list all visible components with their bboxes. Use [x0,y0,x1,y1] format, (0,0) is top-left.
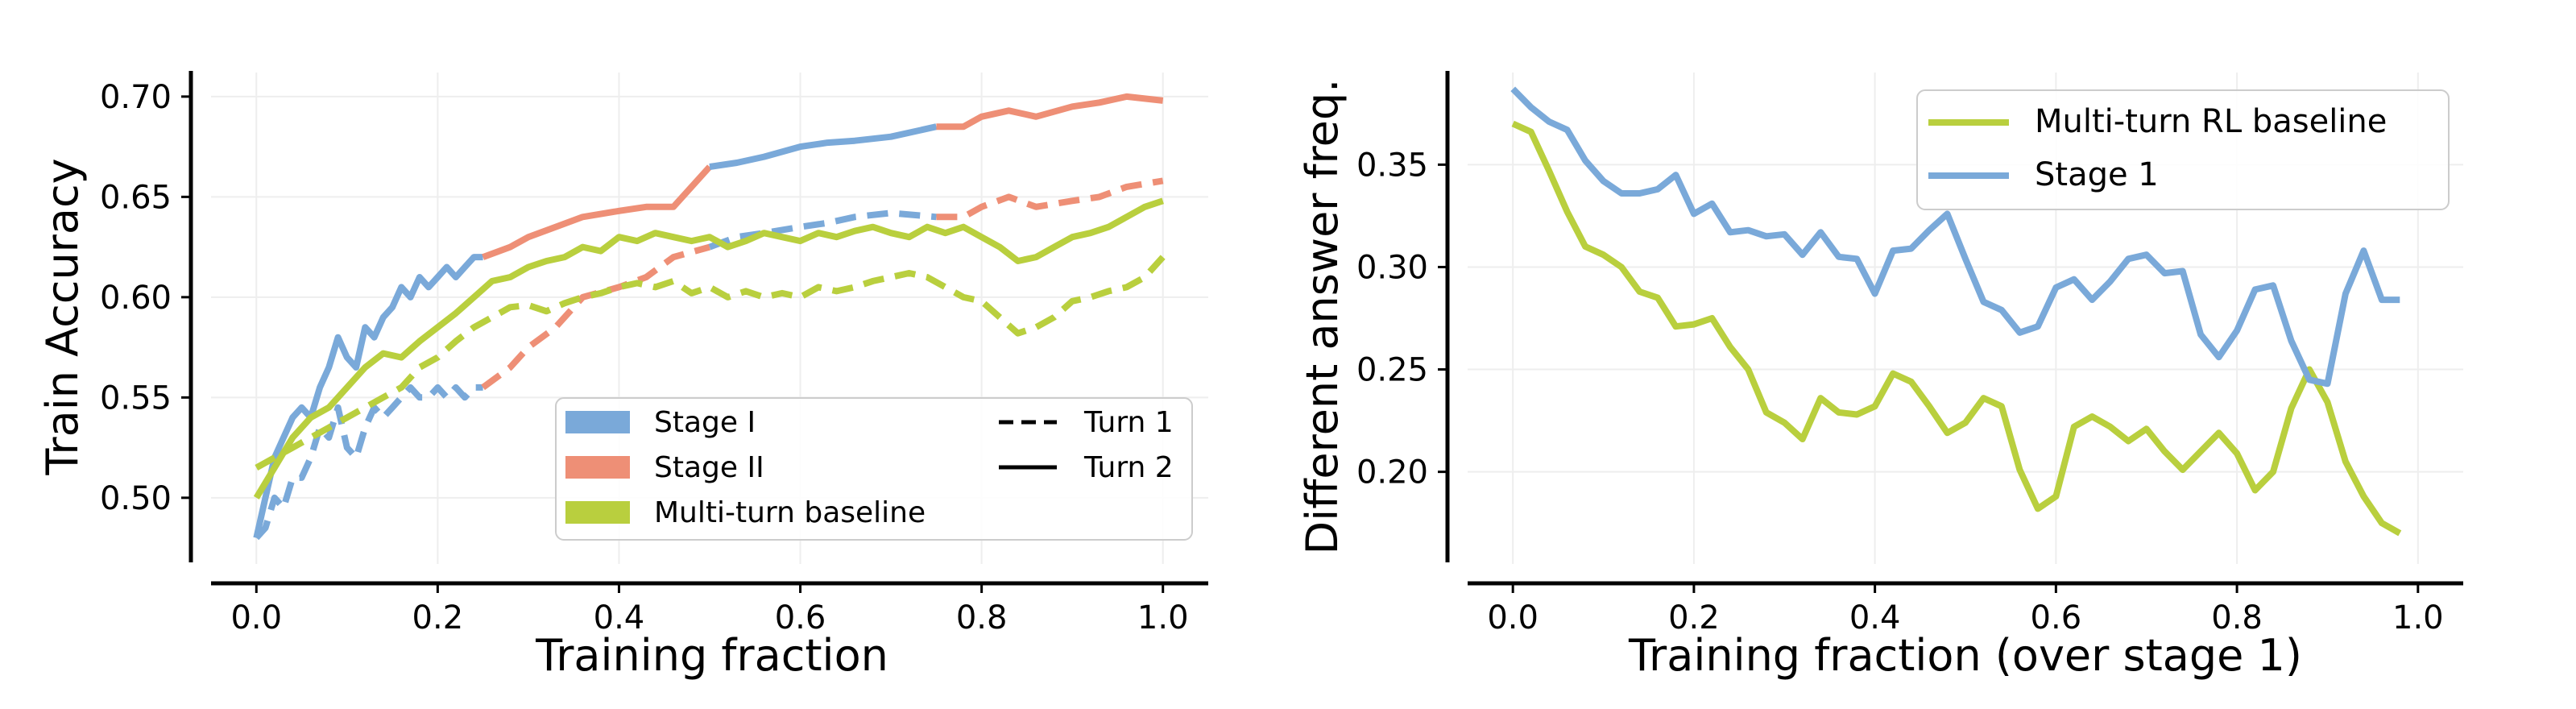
series-line-stage1b-turn1 [708,209,937,251]
series-line-stage1b-turn2 [709,123,938,170]
series-line-baseline-turn1 [255,255,1166,471]
right-x-tick-label: 0.6 [2031,599,2082,636]
legend-swatch-multi-turn-baseline [565,501,630,524]
right-y-tick-label: 0.25 [1356,352,1428,389]
series-line-stage1-turn1 [254,384,483,541]
right-x-tick-label: 0.8 [2211,599,2263,636]
right-y-tick-label: 0.20 [1356,454,1428,491]
right-x-ticks: 0.0 0.2 0.4 0.6 0.8 1.0 [1487,583,2444,636]
right-x-tick-label: 0.4 [1849,599,1901,636]
left-x-tick-label: 0.2 [412,599,464,636]
left-x-tick-label: 1.0 [1137,599,1189,636]
legend-label-stage-i: Stage I [654,406,756,439]
legend-label-stage-ii: Stage II [654,451,764,484]
left-series-group [253,93,1166,541]
legend-swatch-stage-i [565,411,630,433]
right-y-ticks: 0.20 0.25 0.30 0.35 [1356,147,1447,491]
left-y-label: Train Accuracy [37,158,88,475]
left-y-tick-label: 0.70 [100,79,172,116]
series-line-baseline-turn2 [253,197,1164,500]
right-x-tick-label: 0.0 [1487,599,1539,636]
right-x-tick-label: 0.2 [1668,599,1720,636]
left-x-tick-label: 0.8 [956,599,1008,636]
series-line-baseline [1511,120,2402,537]
legend-label-turn-1: Turn 1 [1083,406,1174,439]
legend-label-stage-1: Stage 1 [2035,156,2159,193]
right-legend: Multi-turn RL baseline Stage 1 [1916,89,2450,210]
right-x-tick-label: 1.0 [2392,599,2444,636]
series-line-stage2b-turn2 [936,93,1164,131]
series-line-stage1 [1510,86,2400,388]
left-legend-frame [555,397,1193,541]
right-series-group [1510,86,2402,537]
series-line-stage2b-turn1 [936,177,1164,221]
right-y-tick-label: 0.30 [1356,249,1428,286]
train-accuracy-chart: 0.500.550.600.650.70 0.0 0.2 0.4 0.6 0.8 1.0 … [37,71,1208,681]
left-x-tick-label: 0.0 [230,599,282,636]
left-y-tick-label: 0.50 [100,480,172,517]
legend-swatch-stage-ii [565,456,630,479]
right-y-label: Different answer freq. [1297,79,1348,555]
left-x-label: Training fraction [535,630,888,681]
right-legend-frame [1916,89,2450,210]
legend-label-turn-2: Turn 2 [1083,451,1174,484]
left-y-tick-label: 0.60 [100,280,172,317]
series-line-stage1-turn2 [253,254,483,539]
left-legend: Stage I Stage II Multi-turn baseline Tur… [555,397,1193,541]
different-answer-freq-chart: 0.20 0.25 0.30 0.35 0.0 0.2 0.4 0.6 0.8 1.0 Trai… [1297,71,2463,681]
left-x-tick-label: 0.4 [594,599,645,636]
right-x-label: Training fraction (over stage 1) [1628,630,2302,681]
left-y-tick-label: 0.55 [100,379,172,417]
series-line-stage2-turn1 [481,243,711,391]
series-line-stage2-turn2 [482,164,712,260]
left-x-tick-label: 0.6 [775,599,826,636]
right-y-tick-label: 0.35 [1356,147,1428,184]
left-y-tick-label: 0.65 [100,179,172,216]
left-x-ticks: 0.0 0.2 0.4 0.6 0.8 1.0 [230,583,1189,636]
left-y-ticks: 0.50 0.55 0.60 0.65 0.70 [100,79,191,517]
legend-label-multi-turn-baseline: Multi-turn baseline [654,496,926,529]
legend-label-multi-turn-rl-baseline: Multi-turn RL baseline [2035,103,2387,140]
